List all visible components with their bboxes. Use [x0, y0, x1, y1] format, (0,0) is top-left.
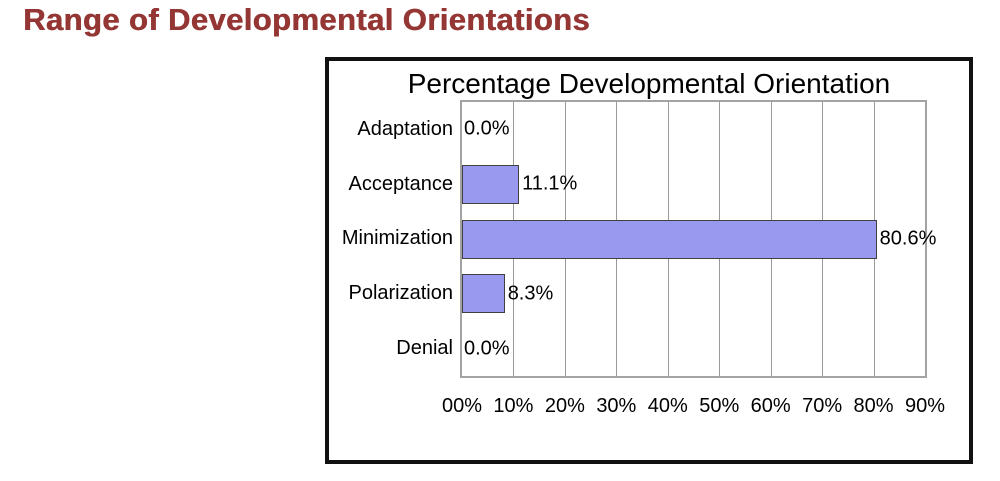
- plot-area: 0.0% 11.1% 80.6% 8.3% 0.0%: [460, 100, 936, 378]
- bar-value-label: 80.6%: [879, 227, 937, 250]
- x-tick-label: 30%: [596, 395, 637, 417]
- chart-title: Percentage Developmental Orientation: [407, 68, 891, 99]
- bar-value-label: 11.1%: [522, 172, 578, 195]
- x-tick-label: 50%: [699, 395, 740, 417]
- category-label: Acceptance: [348, 172, 453, 195]
- x-tick-label: 10%: [493, 395, 534, 417]
- bar-value-label: 0.0%: [464, 117, 510, 140]
- category-label: Minimization: [341, 227, 453, 250]
- bar-minimization: [462, 219, 877, 259]
- x-tick-label: 80%: [853, 395, 894, 417]
- bar-polarization: [462, 274, 505, 314]
- page-title: Range of Developmental Orientations: [23, 2, 590, 37]
- category-axis-labels: Adaptation Acceptance Minimization Polariza…: [329, 102, 453, 376]
- x-tick-label: 40%: [647, 395, 688, 417]
- bar-value-label: 8.3%: [507, 282, 554, 305]
- x-tick-label: 90%: [904, 395, 946, 417]
- x-tick-label: 20%: [544, 395, 585, 417]
- category-label: Denial: [396, 337, 453, 360]
- category-label: Adaptation: [357, 117, 453, 140]
- chart-frame: Percentage Developmental Orientation Ada…: [325, 57, 973, 464]
- category-label: Polarization: [348, 282, 453, 305]
- x-tick-label: 00%: [441, 395, 483, 417]
- bar-acceptance: [462, 164, 520, 204]
- x-tick-label: 70%: [802, 395, 843, 417]
- x-tick-label: 60%: [750, 395, 791, 417]
- x-axis-tick-labels: 00% 10% 20% 30% 40% 50% 60% 70% 80% 90%: [442, 395, 945, 419]
- bar-value-label: 0.0%: [464, 337, 510, 360]
